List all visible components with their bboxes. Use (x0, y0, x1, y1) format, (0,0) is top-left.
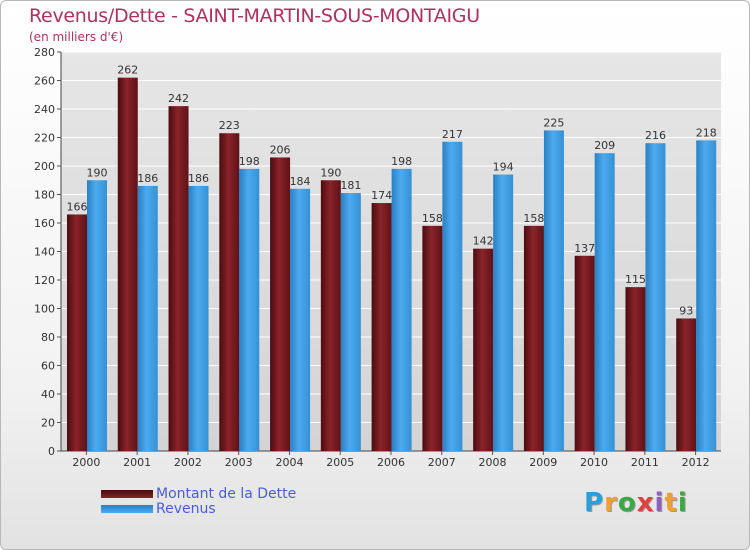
data-label: 218 (696, 126, 717, 139)
y-tick-label: 40 (41, 388, 55, 401)
data-label: 166 (67, 200, 88, 213)
data-label: 158 (422, 212, 443, 225)
x-tick-label: 2010 (580, 456, 608, 469)
bar-debt (473, 248, 494, 451)
y-tick-label: 80 (41, 331, 55, 344)
data-label: 242 (168, 92, 189, 105)
bar-debt (371, 203, 392, 451)
logo-letter: o (617, 488, 637, 518)
data-label: 186 (137, 172, 158, 185)
bar-debt (168, 106, 189, 452)
x-tick-label: 2001 (123, 456, 151, 469)
data-label: 190 (87, 166, 108, 179)
chart-title: Revenus/Dette - SAINT-MARTIN-SOUS-MONTAI… (29, 5, 480, 27)
data-label: 194 (493, 161, 514, 174)
data-label: 198 (239, 155, 260, 168)
data-label: 216 (645, 129, 666, 142)
x-tick-label: 2003 (225, 456, 253, 469)
bar-debt (523, 225, 544, 451)
data-label: 115 (625, 273, 646, 286)
data-label: 142 (473, 235, 494, 248)
y-tick-label: 0 (48, 445, 55, 458)
data-label: 184 (290, 175, 311, 188)
logo-letter: r (604, 488, 618, 518)
data-label: 158 (523, 212, 544, 225)
bar-debt (270, 157, 291, 451)
bar-debt (219, 133, 240, 451)
chart-subtitle: (en milliers d'€) (29, 30, 124, 44)
bar-debt (67, 214, 87, 451)
y-tick-label: 240 (34, 103, 55, 116)
x-tick-label: 2011 (631, 456, 659, 469)
x-tick-label: 2005 (326, 456, 354, 469)
data-label: 206 (270, 143, 291, 156)
x-tick-label: 2004 (275, 456, 303, 469)
y-tick-label: 200 (34, 160, 55, 173)
data-label: 209 (594, 139, 615, 152)
bar-debt (574, 255, 595, 451)
legend-swatch-revenue (101, 505, 153, 513)
y-tick-label: 140 (34, 246, 55, 259)
logo-letter: t (664, 488, 678, 518)
logo-letter: i (677, 488, 688, 518)
y-tick-label: 160 (34, 217, 55, 230)
legend-label-revenue: Revenus (156, 501, 216, 517)
x-tick-label: 2000 (72, 456, 100, 469)
y-tick-label: 220 (34, 132, 55, 145)
bar-revenue (594, 153, 615, 452)
x-tick-label: 2006 (377, 456, 405, 469)
data-label: 137 (574, 242, 595, 255)
bar-revenue (696, 140, 717, 451)
y-tick-label: 120 (34, 274, 55, 287)
y-tick-label: 20 (41, 417, 55, 430)
data-label: 225 (543, 116, 564, 129)
data-label: 190 (320, 166, 341, 179)
bar-debt (117, 77, 138, 452)
y-tick-label: 180 (34, 189, 55, 202)
bar-revenue (188, 185, 209, 451)
y-tick-label: 280 (34, 46, 55, 59)
y-tick-label: 100 (34, 303, 55, 316)
data-label: 186 (188, 172, 209, 185)
bar-revenue (442, 141, 463, 451)
data-label: 174 (371, 189, 392, 202)
data-label: 198 (391, 155, 412, 168)
bar-debt (676, 318, 697, 451)
logo-letter: i (654, 488, 665, 518)
bar-revenue (493, 174, 514, 452)
bar-debt (422, 225, 443, 451)
bar-revenue (137, 185, 158, 451)
bar-revenue (391, 168, 412, 451)
x-tick-label: 2008 (479, 456, 507, 469)
bar-revenue (239, 168, 260, 451)
bar-debt (625, 287, 646, 451)
data-label: 93 (679, 304, 693, 317)
x-tick-label: 2002 (174, 456, 202, 469)
bar-revenue (340, 193, 361, 451)
logo-letter: x (636, 488, 655, 518)
x-tick-label: 2009 (529, 456, 557, 469)
bar-revenue (290, 188, 311, 452)
bar-revenue (87, 180, 107, 451)
bar-revenue (645, 143, 666, 451)
data-label: 217 (442, 128, 463, 141)
x-tick-label: 2012 (682, 456, 710, 469)
legend-label-debt: Montant de la Dette (156, 486, 297, 502)
data-label: 223 (219, 119, 240, 132)
bar-debt (320, 180, 341, 451)
data-label: 181 (340, 179, 361, 192)
data-label: 262 (117, 64, 138, 77)
legend-swatch-debt (101, 490, 153, 498)
x-tick-label: 2007 (428, 456, 456, 469)
proxiti-logo: Proxiti (584, 488, 688, 518)
y-tick-label: 60 (41, 360, 55, 373)
logo-letter: P (584, 488, 605, 518)
bar-revenue (543, 130, 564, 451)
y-tick-label: 260 (34, 75, 55, 88)
